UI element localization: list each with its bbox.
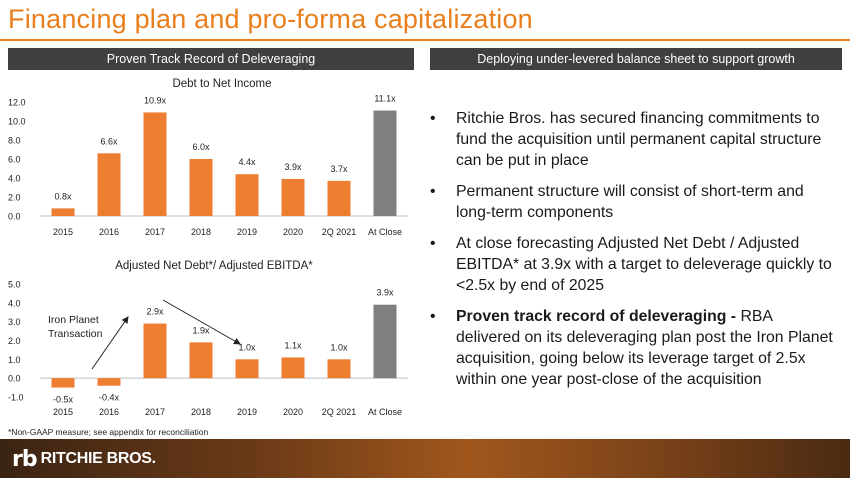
x-tick-label: At Close (368, 407, 402, 417)
chart-title: Adjusted Net Debt*/ Adjusted EBITDA* (115, 260, 313, 272)
data-label: 3.7x (330, 164, 348, 174)
x-tick-label: 2Q 2021 (322, 407, 357, 417)
y-tick-label: 4.0 (8, 174, 21, 184)
bar (235, 359, 259, 379)
bar (235, 174, 259, 216)
up-arrow-icon (91, 316, 129, 370)
x-tick-label: 2015 (53, 227, 73, 237)
x-tick-label: At Close (368, 227, 402, 237)
x-tick-label: 2015 (53, 407, 73, 417)
page-title: Financing plan and pro-forma capitalizat… (8, 4, 533, 34)
bullet-text: Permanent structure will consist of shor… (456, 183, 804, 221)
bullet-text: RBA delivered on its deleveraging plan p… (456, 308, 833, 388)
down-arrow-icon (162, 299, 241, 345)
x-tick-label: 2Q 2021 (322, 227, 357, 237)
data-label: 1.1x (284, 340, 302, 350)
bar (97, 378, 121, 386)
data-label: 11.1x (374, 94, 396, 104)
bar (189, 342, 213, 379)
x-tick-label: 2019 (237, 407, 257, 417)
x-tick-label: 2018 (191, 227, 211, 237)
y-tick-label: 2.0 (8, 336, 21, 346)
data-label: 3.9x (376, 288, 394, 298)
debt-to-net-income-chart: Debt to Net Income 0.0 2.0 4.0 6.0 8.0 10.0 12.… (8, 78, 408, 237)
bar (281, 357, 305, 379)
x-tick-label: 2018 (191, 407, 211, 417)
bullet-item: • Proven track record of deleveraging - R… (426, 306, 836, 390)
bar (281, 178, 305, 216)
y-tick-label: 4.0 (8, 298, 21, 308)
bar (97, 153, 121, 216)
x-tick-label: 2020 (283, 407, 303, 417)
data-label: -0.5x (53, 395, 74, 405)
data-label: 6.0x (192, 142, 210, 152)
data-label: 6.6x (100, 136, 118, 146)
annotation-text: Transaction (48, 328, 103, 340)
data-label: 1.9x (192, 325, 210, 335)
bar (51, 378, 75, 388)
bar (189, 159, 213, 216)
data-label: 4.4x (238, 157, 256, 167)
bullet-text: At close forecasting Adjusted Net Debt /… (456, 235, 832, 294)
bar (51, 208, 75, 216)
data-label: 3.9x (284, 162, 302, 172)
footer-band (0, 439, 850, 478)
bullet-item: • At close forecasting Adjusted Net Debt … (426, 233, 836, 296)
net-debt-to-ebitda-chart: Adjusted Net Debt*/ Adjusted EBITDA* -1.0… (8, 260, 408, 417)
y-tick-label: 3.0 (8, 317, 21, 327)
y-tick-label: -1.0 (8, 393, 24, 403)
annotation-text: Iron Planet (48, 314, 99, 326)
bullet-list: • Ritchie Bros. has secured financing com… (426, 108, 836, 400)
y-tick-label: 6.0 (8, 155, 21, 165)
bar (327, 180, 351, 216)
x-tick-label: 2016 (99, 407, 119, 417)
x-tick-label: 2017 (145, 407, 165, 417)
bullet-item: • Ritchie Bros. has secured financing com… (426, 108, 836, 171)
chart-title: Debt to Net Income (172, 78, 271, 90)
y-tick-label: 5.0 (8, 280, 21, 290)
data-label: 2.9x (146, 307, 164, 317)
bullet-item: • Permanent structure will consist of sho… (426, 181, 836, 223)
bullet-bold: Proven track record of deleveraging - (456, 308, 737, 325)
data-label: 10.9x (144, 95, 167, 105)
bullet-icon: • (430, 308, 436, 325)
x-tick-label: 2017 (145, 227, 165, 237)
bar (143, 112, 167, 216)
bullet-text: Ritchie Bros. has secured financing comm… (456, 110, 822, 169)
x-tick-label: 2016 (99, 227, 119, 237)
bullet-icon: • (430, 235, 436, 252)
left-section-header: Proven Track Record of Deleveraging (8, 48, 414, 70)
logo-mark-icon: rb (12, 446, 38, 472)
data-label: 1.0x (330, 342, 348, 352)
bullet-icon: • (430, 183, 436, 200)
footnote: *Non-GAAP measure; see appendix for reco… (8, 427, 209, 437)
x-tick-label: 2020 (283, 227, 303, 237)
bar (373, 304, 397, 379)
right-section-header: Deploying under-levered balance sheet to… (430, 48, 842, 70)
y-tick-label: 10.0 (8, 117, 26, 127)
bar (327, 359, 351, 379)
bullet-icon: • (430, 110, 436, 127)
y-tick-label: 0.0 (8, 374, 21, 384)
x-tick-label: 2019 (237, 227, 257, 237)
ritchie-bros-logo: rb RITCHIE BROS. (12, 446, 156, 472)
title-rule (0, 39, 850, 41)
y-tick-label: 12.0 (8, 98, 26, 108)
data-label: 0.8x (54, 191, 72, 201)
y-tick-label: 8.0 (8, 136, 21, 146)
y-tick-label: 2.0 (8, 193, 21, 203)
bar (373, 110, 397, 216)
logo-text: RITCHIE BROS. (40, 450, 157, 467)
y-tick-label: 1.0 (8, 355, 21, 365)
data-label: 1.0x (238, 342, 256, 352)
y-tick-label: 0.0 (8, 212, 21, 222)
data-label: -0.4x (99, 393, 120, 403)
bar (143, 323, 167, 379)
